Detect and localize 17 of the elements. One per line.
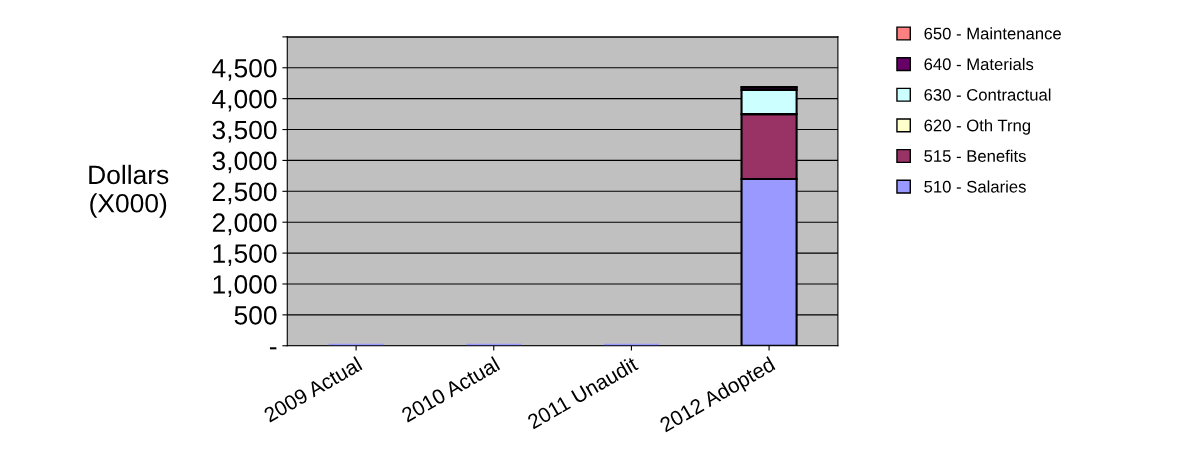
y-tick-label: 2,500 [212,182,277,205]
legend-label: 630 - Contractual [924,88,1051,101]
y-tick-label: 4,000 [212,89,277,112]
legend-label: 640 - Materials [924,57,1034,71]
y-tick-label: 2,000 [212,213,277,236]
y-tick-label: 500 [234,306,277,325]
y-tick-label: 3,500 [212,120,277,143]
y-tick-label: 1,500 [213,244,277,267]
y-tick-label: 3,000 [212,151,277,174]
legend-label: 620 - Oth Trng [924,119,1031,135]
y-tick-label: 4,500 [212,58,277,81]
y-tick-label: - [269,347,277,350]
legend-label: 650 - Maintenance [924,27,1061,40]
y-tick-label: 1,000 [213,275,277,297]
legend-label: 515 - Benefits [924,149,1026,162]
legend-label: 510 - Salaries [924,180,1026,193]
y-axis-title: Dollars (X000) [89,164,169,218]
